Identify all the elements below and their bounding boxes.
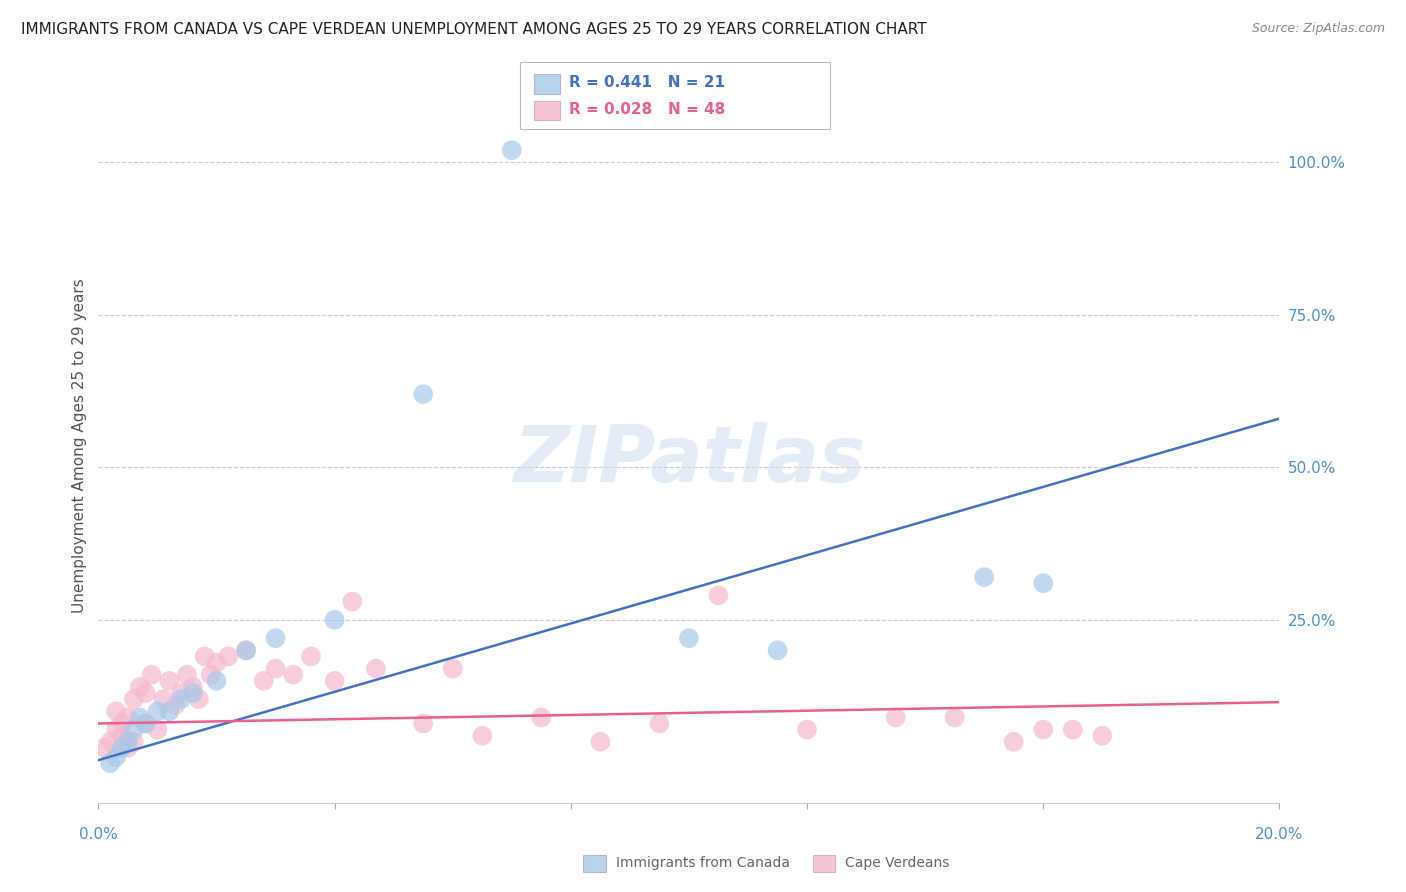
Point [299,649,322,664]
Point [165,698,187,713]
Point [135,686,157,700]
Point [205,656,228,670]
Point [648,716,671,731]
Point [253,673,276,688]
Point [187,692,209,706]
Point [1002,735,1025,749]
Point [105,704,128,718]
Point [264,631,287,645]
Text: R = 0.028   N = 48: R = 0.028 N = 48 [569,103,725,117]
Point [128,680,150,694]
Text: 20.0%: 20.0% [1256,827,1303,841]
Point [111,716,134,731]
Point [1091,729,1114,743]
Point [122,735,145,749]
Point [181,680,204,694]
Text: 0.0%: 0.0% [79,827,118,841]
Point [412,716,434,731]
Point [264,662,287,676]
Point [117,710,139,724]
Point [796,723,818,737]
Text: IMMIGRANTS FROM CANADA VS CAPE VERDEAN UNEMPLOYMENT AMONG AGES 25 TO 29 YEARS CO: IMMIGRANTS FROM CANADA VS CAPE VERDEAN U… [21,22,927,37]
Point [111,740,134,755]
Point [884,710,907,724]
Point [111,729,134,743]
Point [1062,723,1084,737]
Point [323,613,346,627]
Point [412,387,434,401]
Point [441,662,464,676]
Point [471,729,494,743]
Point [194,649,217,664]
Text: ZIPatlas: ZIPatlas [513,422,865,499]
Point [176,667,198,681]
Point [181,686,204,700]
Text: R = 0.441   N = 21: R = 0.441 N = 21 [569,76,725,90]
Point [342,594,364,608]
Point [93,740,115,755]
Point [323,673,346,688]
Point [170,686,193,700]
Point [135,716,157,731]
Point [98,735,121,749]
Point [157,704,180,718]
Point [973,570,995,584]
Point [1032,723,1054,737]
Point [157,673,180,688]
Point [707,589,730,603]
Point [170,692,193,706]
Point [146,704,169,718]
Point [205,673,228,688]
Point [105,750,128,764]
Point [283,667,305,681]
Point [1032,576,1054,591]
Point [128,710,150,724]
Point [678,631,700,645]
Point [589,735,612,749]
Point [217,649,239,664]
Point [117,740,139,755]
Text: Cape Verdeans: Cape Verdeans [845,856,949,871]
Point [98,756,121,771]
Y-axis label: Unemployment Among Ages 25 to 29 years: Unemployment Among Ages 25 to 29 years [72,278,87,614]
Point [235,643,257,657]
Point [105,723,128,737]
Point [152,692,174,706]
Point [146,723,169,737]
Point [122,692,145,706]
Point [364,662,387,676]
Point [501,143,523,157]
Point [530,710,553,724]
Point [141,667,163,681]
Point [122,723,145,737]
Point [200,667,222,681]
Text: Source: ZipAtlas.com: Source: ZipAtlas.com [1251,22,1385,36]
Point [943,710,966,724]
Point [135,716,157,731]
Point [235,643,257,657]
Point [766,643,789,657]
Text: Immigrants from Canada: Immigrants from Canada [616,856,790,871]
Point [117,735,139,749]
